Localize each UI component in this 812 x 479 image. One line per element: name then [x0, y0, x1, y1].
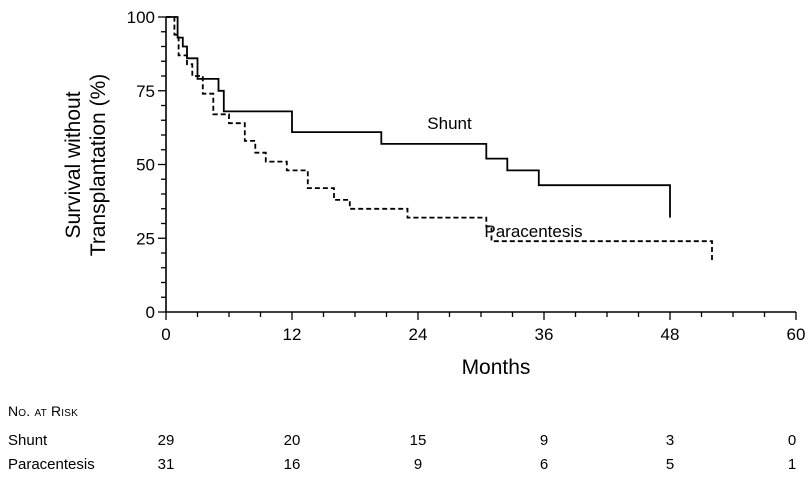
risk-count: 9	[539, 432, 549, 449]
risk-count: 16	[283, 456, 301, 473]
risk-count: 5	[665, 456, 675, 473]
x-tick-label: 36	[535, 325, 554, 344]
x-tick-label: 24	[409, 325, 428, 344]
labels: Months Survival withoutTransplantation (%…	[62, 74, 583, 379]
x-tick-label: 12	[283, 325, 302, 344]
survival-curve-paracentesis	[166, 16, 713, 262]
y-tick-label: 100	[127, 8, 155, 27]
y-tick-label: 25	[136, 229, 155, 248]
risk-row-label: Shunt	[8, 432, 48, 449]
series-label-paracentesis: Paracentesis	[484, 222, 582, 241]
risk-count: 20	[283, 432, 301, 449]
risk-count: 0	[787, 432, 797, 449]
y-tick-label: 50	[136, 156, 155, 175]
y-tick-label: 0	[146, 303, 155, 322]
series-label-shunt: Shunt	[427, 114, 472, 133]
axes: 0 25 50 75 100 0 12 24 36 48 60	[127, 8, 806, 344]
risk-count: 3	[665, 432, 675, 449]
risk-table-heading: No. at Risk	[8, 403, 79, 419]
risk-count: 15	[409, 432, 427, 449]
y-tick-label: 75	[136, 82, 155, 101]
survival-chart: 0 25 50 75 100 0 12 24 36 48 60 Months Survival wit…	[62, 8, 806, 379]
x-tick-label: 48	[661, 325, 680, 344]
survival-curve-shunt	[166, 16, 671, 218]
risk-count: 31	[157, 456, 175, 473]
y-axis-title: Survival withoutTransplantation (%)	[62, 74, 110, 256]
x-axis-title: Months	[462, 356, 531, 379]
risk-count: 29	[157, 432, 175, 449]
risk-row-label: Paracentesis	[8, 456, 95, 473]
x-tick-label: 60	[787, 325, 806, 344]
curves	[166, 16, 713, 262]
risk-count: 6	[539, 456, 549, 473]
x-tick-label: 0	[161, 325, 170, 344]
risk-count: 1	[787, 456, 797, 473]
risk-count: 9	[413, 456, 423, 473]
